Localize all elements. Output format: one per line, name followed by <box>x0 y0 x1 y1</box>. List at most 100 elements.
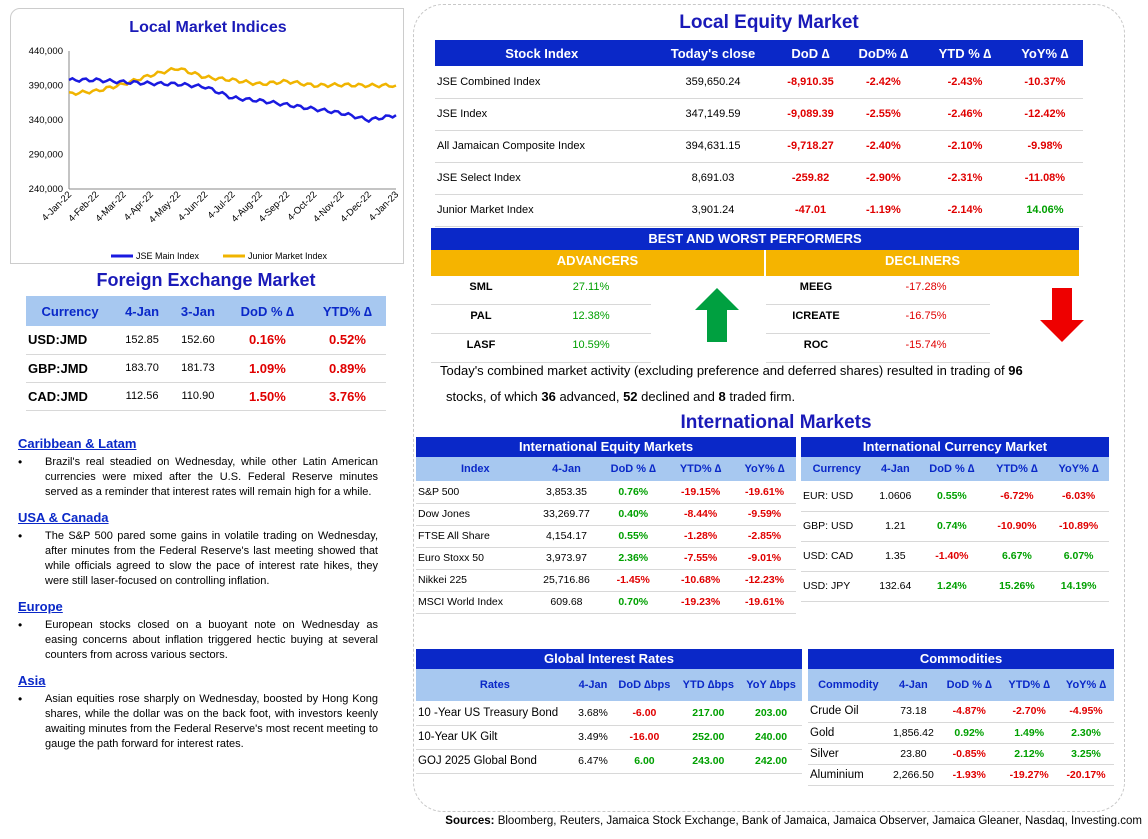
table-cell: 0.92% <box>938 722 1001 744</box>
table-cell: 152.85 <box>114 326 170 355</box>
table-cell: 0.40% <box>598 503 669 526</box>
table-cell: -19.27% <box>1000 764 1058 786</box>
performer-symbol: ROC <box>803 339 829 351</box>
table-cell: 3.25% <box>1058 743 1114 765</box>
table-cell: -259.82 <box>777 162 844 195</box>
table-row: Gold 1,856.42 0.92% 1.49% 2.30% <box>808 722 1114 744</box>
y-tick-label: 290,000 <box>29 150 63 161</box>
commodities-title: Commodities <box>808 649 1114 669</box>
performer-change: -17.28% <box>905 281 947 293</box>
column-header: Rates <box>479 679 510 691</box>
intl-title: International Markets <box>680 412 872 433</box>
table-row: Aluminium 2,266.50 -1.93% -19.27% -20.17% <box>808 764 1114 786</box>
table-row: 10 -Year US Treasury Bond 3.68% -6.00 217.0… <box>416 701 802 726</box>
table-cell: 2.12% <box>1000 743 1058 765</box>
table-cell: 181.73 <box>169 354 226 383</box>
table-cell: -7.55% <box>668 547 734 570</box>
table-cell: 347,149.59 <box>648 98 778 131</box>
intl-currency-table: Currency 4-Jan DoD % ∆ YTD% ∆ YoY% ∆ EUR: USD… <box>801 457 1109 602</box>
advancers-list: SML 27.11% PAL 12.38% LASF 10.59% <box>431 276 651 363</box>
table-cell: -6.03% <box>1048 481 1109 512</box>
table-cell: Euro Stoxx 50 <box>416 547 535 570</box>
table-row: Euro Stoxx 50 3,973.97 2.36% -7.55% -9.01% <box>416 547 796 570</box>
table-cell: S&P 500 <box>416 481 535 504</box>
table-cell: 6.07% <box>1048 541 1109 572</box>
table-row: 10-Year UK Gilt 3.49% -16.00 252.00 240.00 <box>416 725 802 750</box>
table-cell: -9.98% <box>1006 130 1083 163</box>
column-header: YTD% ∆ <box>996 463 1038 475</box>
table-row: S&P 500 3,853.35 0.76% -19.15% -19.61% <box>416 481 796 504</box>
news-body: Brazil's real steadied on Wednesday, whi… <box>18 455 378 500</box>
column-header: DoD ∆ <box>791 45 830 61</box>
table-cell: 3,901.24 <box>648 194 778 227</box>
x-tick-label: 4-Jan-23 <box>367 189 401 223</box>
table-cell: JSE Select Index <box>435 162 649 195</box>
down-arrow-icon <box>1040 288 1084 342</box>
table-cell: 33,269.77 <box>534 503 599 526</box>
table-cell: -8.44% <box>668 503 734 526</box>
local-indices-panel: Local Market Indices 440,000 390,000 340,0… <box>10 8 404 264</box>
table-cell: -10.37% <box>1006 66 1083 99</box>
table-cell: 183.70 <box>114 354 170 383</box>
table-cell: USD: CAD <box>801 541 873 572</box>
news-heading: USA & Canada <box>18 510 109 525</box>
table-cell: 23.80 <box>888 743 939 765</box>
column-header: Commodity <box>818 679 879 691</box>
table-cell: -2.43% <box>923 66 1007 99</box>
y-tick-label: 240,000 <box>29 184 63 195</box>
table-cell: -12.23% <box>733 569 796 592</box>
performer-symbol: LASF <box>466 339 496 351</box>
column-header: 4-Jan <box>578 679 608 691</box>
table-cell: 73.18 <box>888 701 939 723</box>
market-summary: Today's combined market activity (exclud… <box>440 363 1023 404</box>
table-cell: -0.85% <box>938 743 1001 765</box>
news-body: The S&P 500 pared some gains in volatile… <box>18 529 378 589</box>
intl-equity-title: International Equity Markets <box>416 437 796 457</box>
performers-title: BEST AND WORST PERFORMERS <box>431 228 1079 250</box>
table-cell: -4.95% <box>1058 701 1114 723</box>
performer-row: ICREATE -16.75% <box>766 305 990 334</box>
table-cell: 394,631.15 <box>648 130 778 163</box>
table-row: GOJ 2025 Global Bond 6.47% 6.00 243.00 242.0… <box>416 749 802 774</box>
column-header: YoY% ∆ <box>1065 679 1107 691</box>
table-cell: CAD:JMD <box>26 382 115 411</box>
table-cell: Silver <box>808 743 889 765</box>
table-cell: 10-Year UK Gilt <box>416 725 574 750</box>
table-cell: -19.61% <box>733 591 796 614</box>
table-cell: 2.30% <box>1058 722 1114 744</box>
table-cell: -16.00 <box>612 725 677 750</box>
table-cell: USD: JPY <box>801 571 873 602</box>
table-cell: Crude Oil <box>808 701 889 723</box>
performer-symbol: MEEG <box>799 281 833 293</box>
table-cell: 243.00 <box>676 749 741 774</box>
table-cell: 1.49% <box>1000 722 1058 744</box>
news-body: Asian equities rose sharply on Wednesday… <box>18 692 378 752</box>
table-cell: -2.70% <box>1000 701 1058 723</box>
table-cell: -10.90% <box>985 511 1049 542</box>
table-cell: 6.47% <box>573 749 613 774</box>
table-cell: -9,089.39 <box>777 98 844 131</box>
advancers-header: ADVANCERS <box>431 250 764 276</box>
table-cell: Gold <box>808 722 889 744</box>
table-cell: MSCI World Index <box>416 591 535 614</box>
table-cell: -12.42% <box>1006 98 1083 131</box>
table-cell: -9,718.27 <box>777 130 844 163</box>
column-header: DoD % ∆ <box>610 463 656 475</box>
table-cell: -2.14% <box>923 194 1007 227</box>
up-arrow-icon <box>695 288 739 342</box>
performer-row: ROC -15.74% <box>766 334 990 363</box>
column-header: DoD ∆bps <box>618 679 671 691</box>
table-row: JSE Select Index 8,691.03 -259.82 -2.90% -2.… <box>435 162 1083 195</box>
table-cell: 152.60 <box>169 326 226 355</box>
table-cell: -19.15% <box>668 481 734 504</box>
fx-table: Currency 4-Jan 3-Jan DoD % ∆ YTD% ∆ USD:JMD 1… <box>26 296 386 411</box>
news-heading: Caribbean & Latam <box>18 436 137 451</box>
y-tick-label: 440,000 <box>29 46 63 57</box>
column-header: 4-Jan <box>880 463 910 475</box>
table-cell: 1.21 <box>872 511 919 542</box>
table-cell: Nikkei 225 <box>416 569 535 592</box>
table-row: All Jamaican Composite Index 394,631.15 -9… <box>435 130 1083 163</box>
table-cell: 2.36% <box>598 547 669 570</box>
column-header: Index <box>460 463 490 475</box>
performer-symbol: SML <box>469 281 493 293</box>
